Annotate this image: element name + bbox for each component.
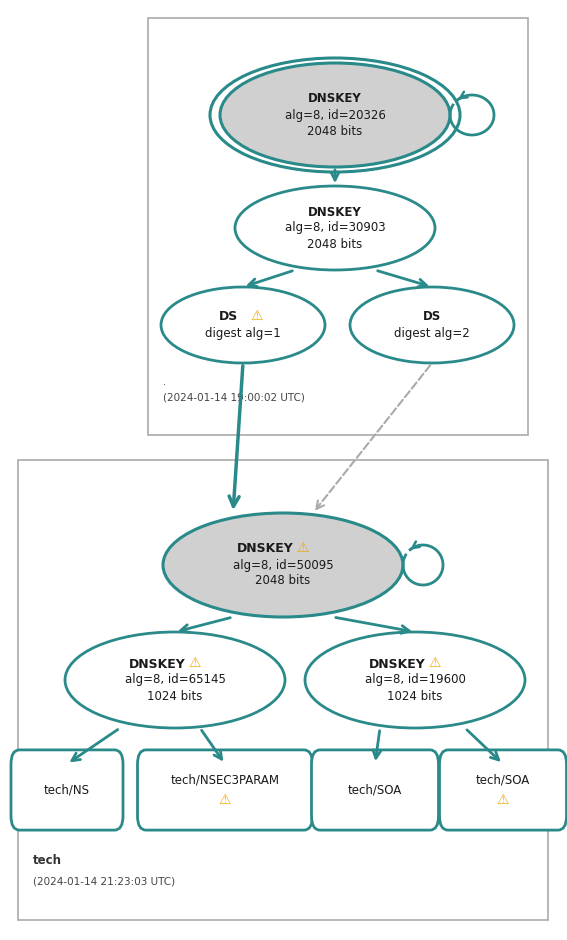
Text: ⚠: ⚠ [429,656,441,670]
Text: .: . [163,377,166,387]
Text: 2048 bits: 2048 bits [255,574,311,588]
Text: DS: DS [219,310,239,323]
Text: alg=8, id=20326: alg=8, id=20326 [285,108,386,121]
Text: (2024-01-14 21:23:03 UTC): (2024-01-14 21:23:03 UTC) [33,877,175,887]
Ellipse shape [305,632,525,728]
Text: digest alg=2: digest alg=2 [394,326,470,339]
Text: ⚠: ⚠ [219,793,231,807]
Text: DNSKEY: DNSKEY [308,206,362,218]
Text: ⚠: ⚠ [297,541,309,555]
Bar [18,460,548,920]
Ellipse shape [161,287,325,363]
Text: ⚠: ⚠ [189,656,201,670]
Text: alg=8, id=50095: alg=8, id=50095 [232,558,333,572]
FancyBboxPatch shape [311,750,438,830]
Ellipse shape [235,186,435,270]
Text: ⚠: ⚠ [251,309,263,323]
Text: alg=8, id=19600: alg=8, id=19600 [365,673,466,686]
Text: DNSKEY: DNSKEY [308,92,362,105]
Text: DNSKEY: DNSKEY [369,657,425,670]
Ellipse shape [163,513,403,617]
Text: 1024 bits: 1024 bits [147,690,202,702]
Text: 2048 bits: 2048 bits [307,124,363,137]
Text: tech: tech [33,854,62,867]
Text: 1024 bits: 1024 bits [387,690,443,702]
Bar [148,18,528,435]
Ellipse shape [65,632,285,728]
Text: tech/SOA: tech/SOA [476,774,530,787]
FancyBboxPatch shape [439,750,566,830]
Text: tech/NSEC3PARAM: tech/NSEC3PARAM [171,774,280,787]
Ellipse shape [350,287,514,363]
Text: (2024-01-14 19:00:02 UTC): (2024-01-14 19:00:02 UTC) [163,392,305,402]
Text: tech/NS: tech/NS [44,784,90,796]
Text: ⚠: ⚠ [497,793,509,807]
Ellipse shape [220,63,450,167]
Text: 2048 bits: 2048 bits [307,238,363,250]
Text: DS: DS [423,310,441,323]
Text: tech/SOA: tech/SOA [348,784,402,796]
Text: digest alg=1: digest alg=1 [205,326,281,339]
FancyBboxPatch shape [137,750,312,830]
Text: alg=8, id=30903: alg=8, id=30903 [285,222,386,234]
FancyBboxPatch shape [11,750,123,830]
Text: DNSKEY: DNSKEY [236,542,293,556]
Text: alg=8, id=65145: alg=8, id=65145 [125,673,226,686]
Text: DNSKEY: DNSKEY [129,657,185,670]
